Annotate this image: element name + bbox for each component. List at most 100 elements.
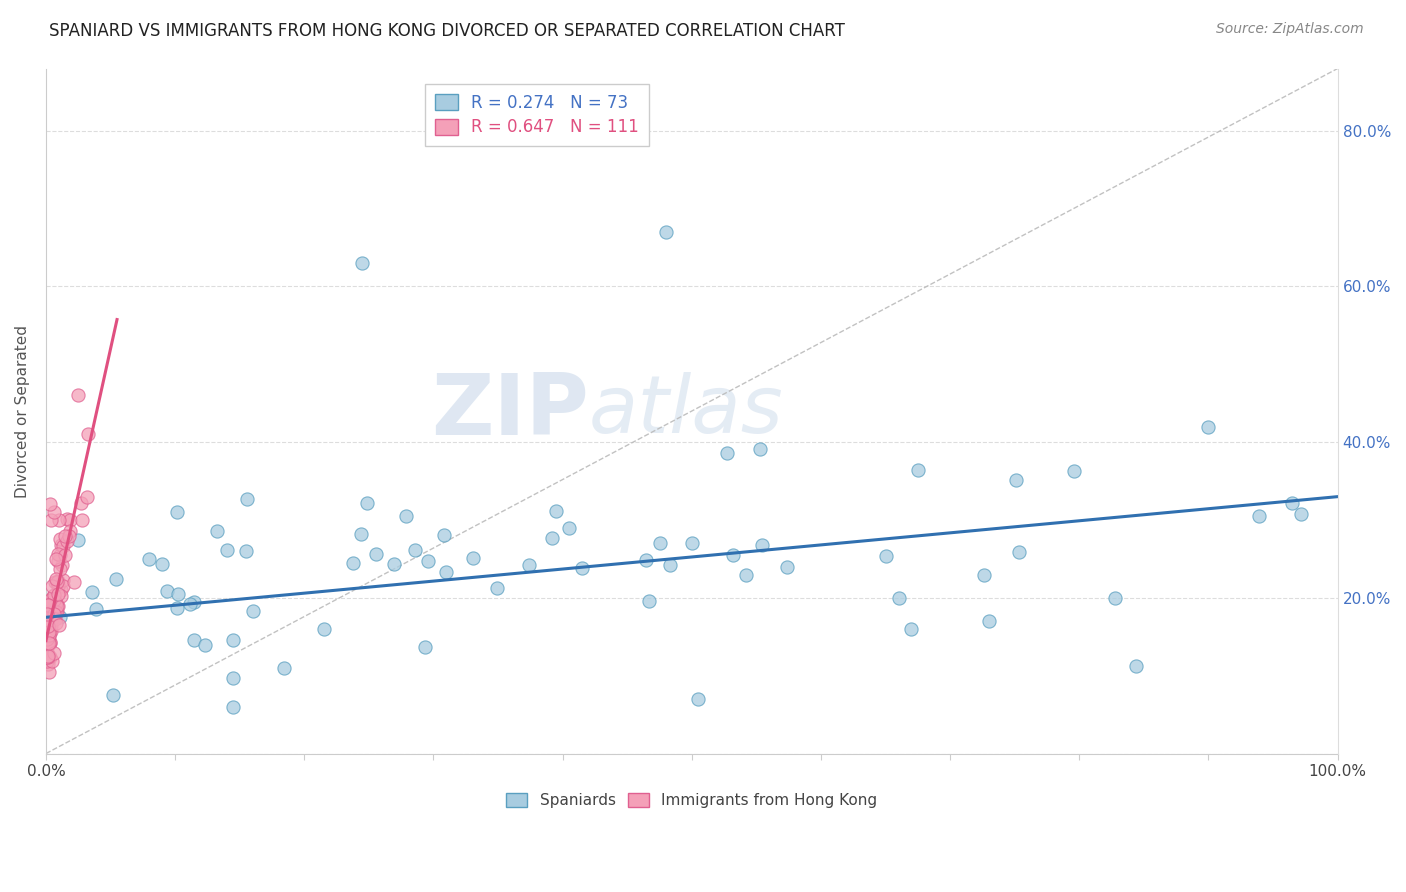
Point <box>138 552 160 566</box>
Point <box>59 514 82 528</box>
Point <box>39 592 62 607</box>
Point <box>44 592 66 607</box>
Point <box>46 579 69 593</box>
Point <box>517 558 540 572</box>
Point <box>364 547 387 561</box>
Point <box>39 624 62 638</box>
Point <box>55 512 77 526</box>
Point <box>41 655 63 669</box>
Point <box>571 561 593 575</box>
Point <box>52 579 75 593</box>
Point <box>735 567 758 582</box>
Point <box>183 633 205 648</box>
Point <box>907 463 929 477</box>
Point <box>413 640 436 655</box>
Point <box>382 557 405 571</box>
Point <box>38 628 60 642</box>
Point <box>37 632 59 647</box>
Point <box>58 528 80 542</box>
Point <box>541 531 564 545</box>
Point <box>82 585 104 599</box>
Point <box>681 536 703 550</box>
Point <box>404 543 426 558</box>
Point <box>349 527 371 541</box>
Point <box>42 589 65 603</box>
Point <box>39 623 62 637</box>
Point <box>433 527 456 541</box>
Point <box>1249 509 1271 524</box>
Point <box>37 606 59 620</box>
Point <box>977 614 1000 628</box>
Point <box>67 388 90 402</box>
Point <box>273 661 295 675</box>
Point <box>721 549 744 563</box>
Point <box>46 575 69 590</box>
Point <box>37 609 59 624</box>
Point <box>716 446 738 460</box>
Point <box>37 631 59 645</box>
Point <box>436 565 458 579</box>
Point <box>37 599 59 613</box>
Point <box>194 638 217 652</box>
Point <box>544 504 567 518</box>
Point <box>52 539 75 553</box>
Point <box>352 256 374 270</box>
Point <box>37 603 59 617</box>
Point <box>37 618 59 632</box>
Point <box>166 505 188 519</box>
Point <box>44 589 66 603</box>
Point <box>38 601 60 615</box>
Point <box>356 496 378 510</box>
Point <box>38 608 60 623</box>
Point <box>46 599 69 614</box>
Point <box>56 533 79 548</box>
Point <box>638 594 661 608</box>
Point <box>70 513 93 527</box>
Point <box>45 552 67 566</box>
Point <box>636 553 658 567</box>
Point <box>49 610 72 624</box>
Point <box>37 634 59 648</box>
Point <box>37 619 59 633</box>
Point <box>46 599 69 614</box>
Point <box>38 636 60 650</box>
Point <box>312 622 335 636</box>
Point <box>46 574 69 588</box>
Point <box>38 620 60 634</box>
Point <box>166 587 188 601</box>
Point <box>46 605 69 619</box>
Point <box>76 427 98 442</box>
Point <box>37 648 59 663</box>
Point <box>49 548 72 562</box>
Point <box>37 648 59 662</box>
Point <box>51 558 73 573</box>
Point <box>215 542 238 557</box>
Point <box>38 621 60 635</box>
Point <box>38 497 60 511</box>
Point <box>648 535 671 549</box>
Point <box>37 648 59 663</box>
Point <box>39 599 62 613</box>
Point <box>150 557 173 571</box>
Point <box>37 607 59 622</box>
Text: atlas: atlas <box>589 372 783 450</box>
Point <box>52 573 75 587</box>
Point <box>37 628 59 642</box>
Point <box>205 524 228 538</box>
Point <box>183 595 205 609</box>
Point <box>48 587 70 601</box>
Point <box>39 616 62 631</box>
Text: ZIP: ZIP <box>430 369 589 452</box>
Point <box>485 582 508 596</box>
Point <box>418 554 440 568</box>
Legend: Spaniards, Immigrants from Hong Kong: Spaniards, Immigrants from Hong Kong <box>501 787 884 814</box>
Text: SPANIARD VS IMMIGRANTS FROM HONG KONG DIVORCED OR SEPARATED CORRELATION CHART: SPANIARD VS IMMIGRANTS FROM HONG KONG DI… <box>49 22 845 40</box>
Point <box>76 490 98 504</box>
Point <box>41 579 63 593</box>
Point <box>395 509 418 524</box>
Point <box>37 607 59 621</box>
Point <box>105 572 128 586</box>
Point <box>49 561 72 575</box>
Point <box>39 513 62 527</box>
Point <box>41 595 63 609</box>
